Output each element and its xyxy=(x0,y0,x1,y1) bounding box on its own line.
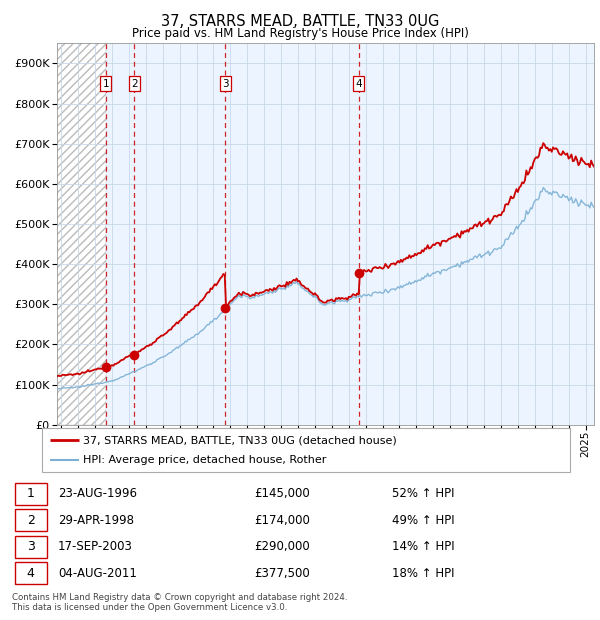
FancyBboxPatch shape xyxy=(15,510,47,531)
Text: £290,000: £290,000 xyxy=(254,540,310,553)
Text: £377,500: £377,500 xyxy=(254,567,310,580)
Text: 3: 3 xyxy=(222,79,229,89)
Text: 37, STARRS MEAD, BATTLE, TN33 0UG (detached house): 37, STARRS MEAD, BATTLE, TN33 0UG (detac… xyxy=(83,435,397,445)
Text: 23-AUG-1996: 23-AUG-1996 xyxy=(58,487,137,500)
Text: 3: 3 xyxy=(27,540,35,553)
Text: Price paid vs. HM Land Registry's House Price Index (HPI): Price paid vs. HM Land Registry's House … xyxy=(131,27,469,40)
FancyBboxPatch shape xyxy=(15,562,47,584)
Text: 04-AUG-2011: 04-AUG-2011 xyxy=(58,567,137,580)
Bar xyxy=(106,43,134,425)
Text: 29-APR-1998: 29-APR-1998 xyxy=(58,514,134,527)
Text: 49% ↑ HPI: 49% ↑ HPI xyxy=(392,514,455,527)
FancyBboxPatch shape xyxy=(15,536,47,557)
FancyBboxPatch shape xyxy=(15,483,47,505)
Text: 14% ↑ HPI: 14% ↑ HPI xyxy=(392,540,455,553)
Bar xyxy=(359,43,594,425)
Text: Contains HM Land Registry data © Crown copyright and database right 2024.
This d: Contains HM Land Registry data © Crown c… xyxy=(12,593,347,612)
Bar xyxy=(226,43,359,425)
Text: 1: 1 xyxy=(27,487,35,500)
Text: 2: 2 xyxy=(131,79,138,89)
Text: £145,000: £145,000 xyxy=(254,487,310,500)
Bar xyxy=(57,43,106,425)
Text: 18% ↑ HPI: 18% ↑ HPI xyxy=(392,567,455,580)
Text: 1: 1 xyxy=(103,79,109,89)
Text: 4: 4 xyxy=(355,79,362,89)
Text: 4: 4 xyxy=(27,567,35,580)
Text: 17-SEP-2003: 17-SEP-2003 xyxy=(58,540,133,553)
Text: £174,000: £174,000 xyxy=(254,514,310,527)
Bar xyxy=(134,43,226,425)
Text: 52% ↑ HPI: 52% ↑ HPI xyxy=(392,487,455,500)
Text: HPI: Average price, detached house, Rother: HPI: Average price, detached house, Roth… xyxy=(83,455,326,465)
Text: 2: 2 xyxy=(27,514,35,527)
Text: 37, STARRS MEAD, BATTLE, TN33 0UG: 37, STARRS MEAD, BATTLE, TN33 0UG xyxy=(161,14,439,29)
